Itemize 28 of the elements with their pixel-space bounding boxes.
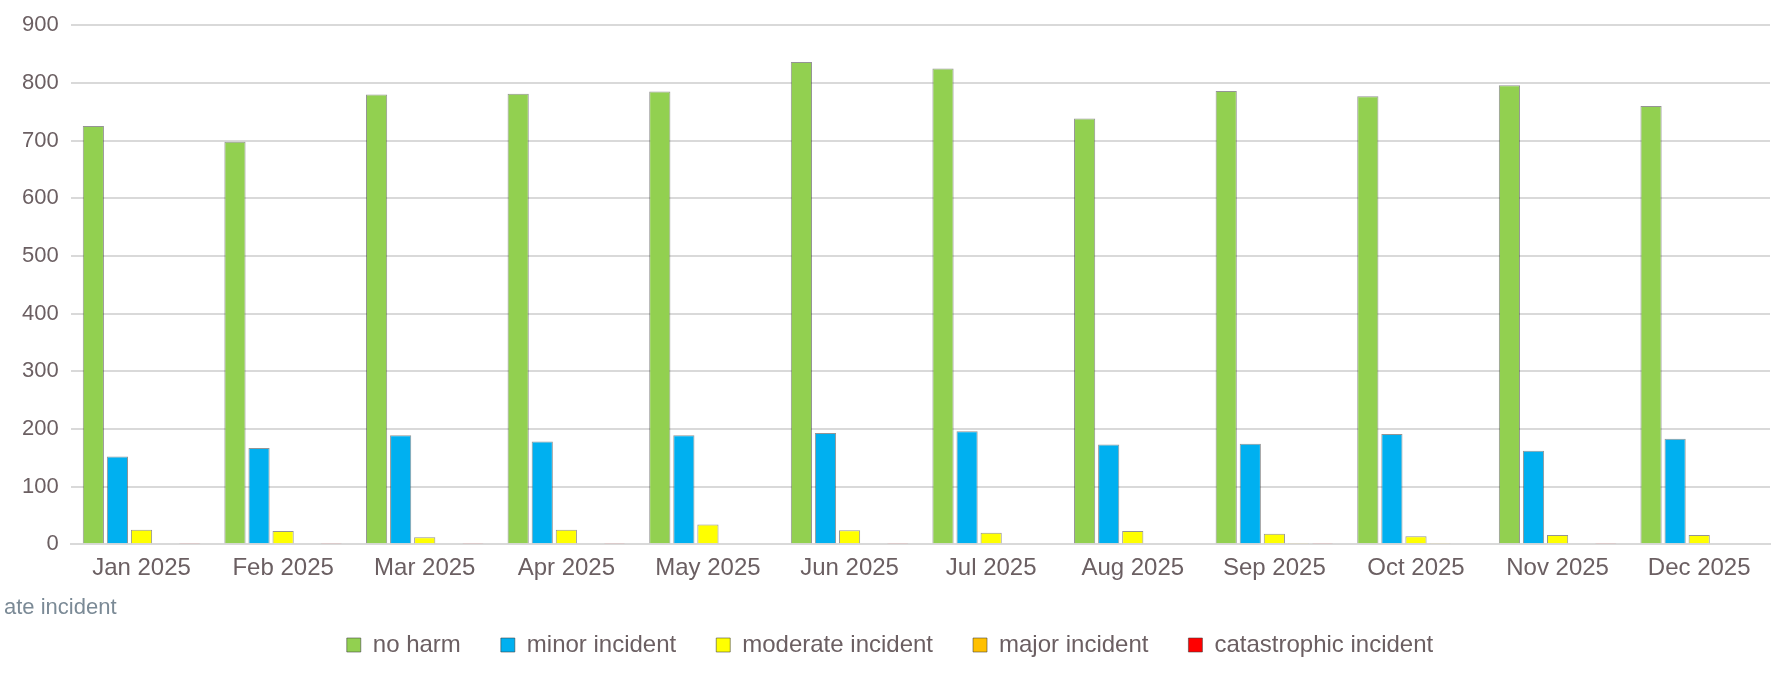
y-tick-label: 100 <box>21 472 59 498</box>
y-tick-label: 800 <box>21 68 59 94</box>
y-tick-label: 700 <box>21 126 59 152</box>
legend-label: catastrophic incident <box>1214 629 1434 657</box>
x-tick-label: Jun 2025 <box>800 553 899 581</box>
y-tick-label: 400 <box>21 299 59 325</box>
y-tick-label: 900 <box>21 11 59 37</box>
y-tick-label: 0 <box>46 530 59 556</box>
legend-label: major incident <box>999 629 1149 657</box>
x-tick-label: Aug 2025 <box>1081 553 1185 581</box>
x-tick-label: Jul 2025 <box>945 553 1037 581</box>
x-tick-label: Mar 2025 <box>374 553 476 581</box>
y-tick-label: 200 <box>21 414 59 440</box>
text: ate incident <box>4 594 117 620</box>
legend-label: no harm <box>372 629 461 657</box>
x-tick-label: Oct 2025 <box>1367 553 1465 581</box>
x-tick-label: May 2025 <box>655 553 761 581</box>
y-tick-label: 600 <box>21 184 59 210</box>
x-tick-label: Nov 2025 <box>1506 553 1609 581</box>
x-tick-label: Sep 2025 <box>1222 553 1326 581</box>
y-tick-label: 300 <box>21 357 59 383</box>
legend-label: moderate incident <box>742 629 934 657</box>
x-tick-label: Apr 2025 <box>517 553 616 581</box>
y-tick-label: 500 <box>21 241 59 267</box>
legend-label: minor incident <box>526 629 677 657</box>
x-tick-label: Dec 2025 <box>1647 553 1751 581</box>
x-tick-label: Feb 2025 <box>232 553 334 581</box>
x-tick-label: Jan 2025 <box>92 553 191 581</box>
